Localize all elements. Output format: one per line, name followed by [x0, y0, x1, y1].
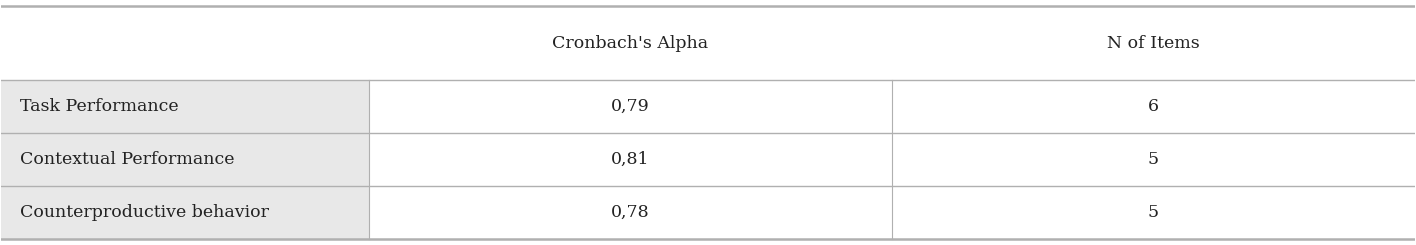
- Bar: [892, 133, 1415, 186]
- Text: N of Items: N of Items: [1107, 35, 1199, 52]
- Bar: [1, 80, 368, 133]
- Bar: [892, 186, 1415, 239]
- Bar: [1, 6, 1415, 80]
- Text: 5: 5: [1147, 151, 1158, 168]
- Bar: [368, 186, 892, 239]
- Bar: [368, 133, 892, 186]
- Text: 0,78: 0,78: [610, 204, 650, 221]
- Bar: [1, 186, 368, 239]
- Bar: [368, 80, 892, 133]
- Bar: [892, 80, 1415, 133]
- Text: Counterproductive behavior: Counterproductive behavior: [20, 204, 269, 221]
- Bar: [1, 133, 368, 186]
- Text: 6: 6: [1147, 98, 1158, 115]
- Text: 5: 5: [1147, 204, 1158, 221]
- Text: Cronbach's Alpha: Cronbach's Alpha: [552, 35, 708, 52]
- Text: Contextual Performance: Contextual Performance: [20, 151, 234, 168]
- Text: 0,79: 0,79: [610, 98, 650, 115]
- Text: Task Performance: Task Performance: [20, 98, 178, 115]
- Text: 0,81: 0,81: [612, 151, 650, 168]
